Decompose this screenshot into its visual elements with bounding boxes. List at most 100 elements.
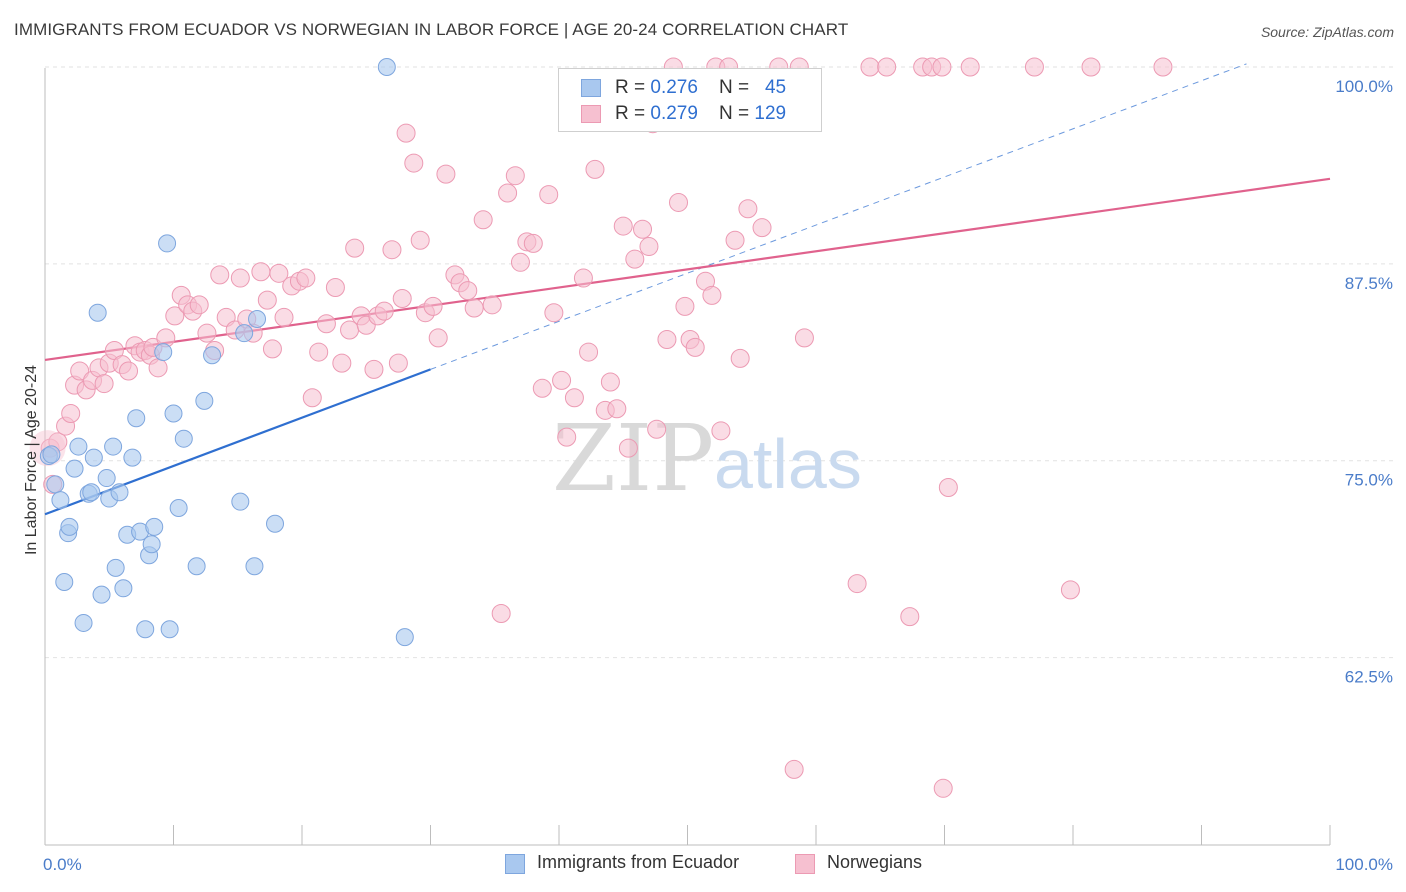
ecuador-point [158,234,177,253]
ecuador-point [235,324,254,343]
ecuador-point [245,557,264,576]
watermark: ZIP atlas [552,405,862,512]
ecuador-point [266,514,285,533]
norwegians-point [189,295,209,315]
ecuador-point [92,585,111,604]
norwegians-point [585,159,605,179]
norwegians-point [633,219,653,239]
norwegians-point [960,57,980,77]
y-tick-label: 75.0% [1345,471,1393,490]
norwegians-point [464,298,484,318]
norwegians-point [148,358,168,378]
norwegians-point [364,359,384,379]
ecuador-point [104,437,123,456]
ecuador-point [136,620,155,639]
norwegians-point [607,399,627,419]
ecuador-point [142,535,161,554]
ecuador-point [110,483,129,502]
norwegians-point [847,574,867,594]
norwegians-point [374,301,394,321]
norwegians-point [1060,580,1080,600]
norwegians-point [794,328,814,348]
legend-r-value: 0.279 [650,103,698,124]
norwegians-point [296,268,316,288]
stats-legend: R = 0.276 N = 45 R = 0.279 N = 129 [558,68,822,132]
ecuador-point [88,303,107,322]
norwegians-point [657,329,677,349]
norwegians-point [197,323,217,343]
norwegians-point [230,268,250,288]
ecuador-point [97,469,116,488]
norwegians-point [573,268,593,288]
ecuador-point [114,579,133,598]
norwegians-point [752,218,772,238]
norwegians-point [539,185,559,205]
norwegians-point [436,164,456,184]
ecuador-point [174,429,193,448]
ecuador-point [106,558,125,577]
legend-n-value: 129 [754,103,787,124]
norwegians-point [877,57,897,77]
norwegians-point [410,230,430,250]
norwegians-point [382,240,402,260]
ecuador-point [395,628,414,647]
norwegians-point [458,281,478,301]
norwegians-point [647,419,667,439]
norwegians-point [613,216,633,236]
norwegians-point [392,289,412,309]
norwegians-point [257,290,277,310]
norwegians-point [119,361,139,381]
ecuador-trend-extension [430,63,1247,370]
norwegians-point [510,252,530,272]
legend-swatch-blue [581,79,601,97]
norwegians-point [564,388,584,408]
x-tick-label: 0.0% [43,855,82,874]
y-tick-label: 100.0% [1335,77,1393,96]
norwegians-point [702,285,722,305]
norwegians-point [491,603,511,623]
norwegians-point [600,372,620,392]
norwegians-point [428,328,448,348]
norwegians-point [210,265,230,285]
ecuador-point [123,448,142,467]
y-tick-label: 62.5% [1345,668,1393,687]
norwegians-point [505,166,525,186]
legend-n-label: N = [719,103,755,124]
norwegians-point [325,278,345,298]
norwegians-point [625,249,645,269]
norwegians-point [860,57,880,77]
ecuador-point [65,459,84,478]
norwegians-point [274,307,294,327]
norwegians-point [473,210,493,230]
norwegians-point [738,199,758,219]
norwegians-point [532,378,552,398]
norwegians-point [269,263,289,283]
chart-title: IMMIGRANTS FROM ECUADOR VS NORWEGIAN IN … [14,20,849,39]
ecuador-point [145,517,164,536]
ecuador-point [160,620,179,639]
ecuador-point [82,483,101,502]
ecuador-point [164,404,183,423]
legend-swatch-pink [581,105,601,123]
watermark-zip: ZIP [552,405,714,512]
ecuador-point [231,492,250,511]
legend-r-value: 0.276 [650,77,698,98]
norwegians-point [1153,57,1173,77]
ecuador-point [69,437,88,456]
ecuador-point [74,613,93,632]
legend-r-label: R = [615,103,651,124]
ecuador-point [60,517,79,536]
norwegians-point [482,295,502,315]
legend-label-norwegians: Norwegians [827,852,923,872]
norwegians-point [498,183,518,203]
legend-r-label: R = [615,77,651,98]
norwegians-point [579,342,599,362]
legend-label-ecuador: Immigrants from Ecuador [537,852,740,872]
norwegians-point [784,759,804,779]
ecuador-point [55,573,74,591]
ecuador-point [248,310,267,328]
ecuador-point [46,475,65,494]
ecuador-point [84,448,103,467]
ecuador-point [203,346,222,365]
